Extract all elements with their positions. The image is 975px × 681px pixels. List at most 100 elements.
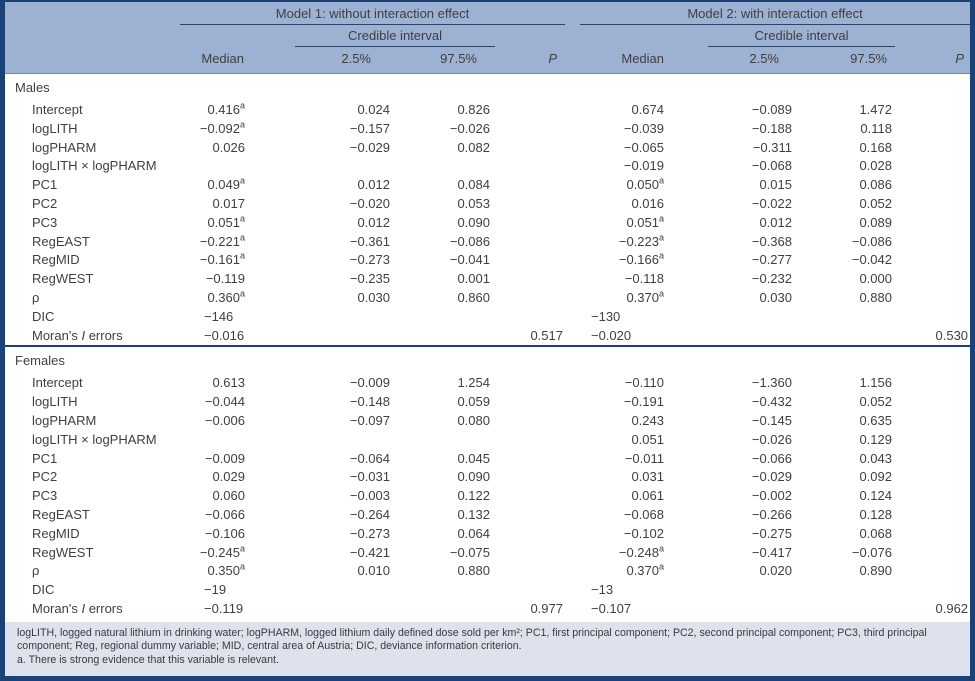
cell-m2-median: −0.102 <box>623 525 664 541</box>
cell-m1-lo: −0.361 <box>349 233 390 249</box>
cell-m2-p <box>895 468 970 487</box>
cell-m2-median: 0.061 <box>631 488 664 504</box>
cell-m2-p <box>895 101 970 120</box>
cell-m2-hi: 1.156 <box>859 375 892 391</box>
group-row-males: Males <box>5 74 970 102</box>
cell-m2-p <box>895 214 970 233</box>
credible-interval-row: Credible interval Credible interval <box>5 25 971 47</box>
credible-interval-header-m2: Credible interval <box>670 25 895 47</box>
param-label-cell: Moran's I errors <box>32 600 123 616</box>
cell-m2-median: −0.166a <box>618 251 664 268</box>
cell-m1-median: −0.066 <box>204 506 245 522</box>
param-label-cell: DIC <box>32 308 55 324</box>
cell-m2-lo: −0.002 <box>751 488 792 504</box>
cell-m1-hi: 0.090 <box>457 214 490 230</box>
cell-m2-hi: −0.042 <box>851 252 892 268</box>
cell-m2-lo <box>670 327 795 347</box>
cell-m1-median: −0.044 <box>204 394 245 410</box>
cell-m1-median: 0.060 <box>212 488 245 504</box>
cell-m2-lo: −0.275 <box>751 525 792 541</box>
cell-m1-p <box>495 393 565 412</box>
footnote-marker: a <box>239 119 245 130</box>
cell-m1-median <box>180 157 250 176</box>
param-row: logLITH −0.044 −0.148 0.059 −0.191 −0.432 0.05… <box>5 393 970 412</box>
cell-m2-hi: 0.118 <box>860 120 892 136</box>
footnote-marker: a <box>239 543 245 554</box>
model1-group-header: Model 1: without interaction effect <box>180 2 565 25</box>
column-header-p-m2: P <box>955 51 965 66</box>
cell-m1-hi <box>395 327 495 347</box>
footnote-marker: a <box>658 562 664 572</box>
cell-m1-hi: 0.132 <box>457 506 490 522</box>
footnote-marker: a <box>658 251 664 262</box>
model2-title: Model 2: with interaction effect <box>580 2 971 25</box>
cell-m1-hi: 0.080 <box>457 412 490 428</box>
cell-m1-lo: −0.064 <box>349 450 390 466</box>
column-header-row: Median 2.5% 97.5% P Median 2.5% 97.5% P <box>5 47 971 74</box>
cell-m1-hi <box>395 581 495 600</box>
cell-m1-median: −0.106 <box>204 525 245 541</box>
cell-m1-p <box>495 374 565 393</box>
cell-m2-p <box>895 506 970 525</box>
footnote-marker: a <box>658 213 664 224</box>
footnote-marker: a <box>658 543 664 554</box>
cell-m2-lo: −0.232 <box>751 271 792 287</box>
cell-m1-p <box>495 412 565 431</box>
param-row: logPHARM −0.006 −0.097 0.080 0.243 −0.145 0.63… <box>5 412 970 431</box>
header-spacer <box>895 25 970 47</box>
cell-m1-hi <box>395 157 495 176</box>
param-row: Intercept 0.416a 0.024 0.826 0.674 −0.089 1.47… <box>5 101 970 120</box>
param-label-cell: DIC <box>32 582 55 598</box>
cell-m2-hi <box>795 327 895 347</box>
cell-m2-hi: 1.472 <box>859 102 892 117</box>
cell-m1-lo: −0.157 <box>349 120 390 136</box>
param-row: PC3 0.051a 0.012 0.090 0.051a 0.012 0.089 <box>5 214 970 233</box>
cell-m2-hi: 0.028 <box>859 158 892 174</box>
cell-m2-hi: 0.089 <box>859 214 892 230</box>
footnote-marker: a <box>239 175 245 186</box>
cell-m1-hi: 0.860 <box>457 289 490 305</box>
cell-m1-median: 0.029 <box>212 469 245 485</box>
cell-m1-hi: 0.880 <box>457 563 490 579</box>
model2-group-header: Model 2: with interaction effect <box>565 2 971 25</box>
cell-m1-hi: 0.064 <box>457 525 490 541</box>
table-footnotes: logLITH, logged natural lithium in drink… <box>5 621 970 676</box>
cell-m1-hi: 0.122 <box>457 488 490 504</box>
group-label: Females <box>15 353 65 369</box>
cell-m1-p <box>495 176 565 195</box>
cell-m2-hi <box>795 581 895 600</box>
cell-m2-lo: −0.068 <box>751 158 792 174</box>
footnote-marker: a <box>239 232 245 243</box>
cell-m2-p <box>895 251 970 270</box>
cell-m1-median: −0.161a <box>199 251 245 268</box>
cell-m1-median: −0.092a <box>199 119 245 136</box>
cell-m2-p <box>895 450 970 469</box>
param-row: RegEAST −0.066 −0.264 0.132 −0.068 −0.266 0.12… <box>5 506 970 525</box>
cell-m1-p: 0.977 <box>530 600 563 616</box>
param-label-cell: PC2 <box>32 469 58 485</box>
group-label: Males <box>15 80 50 95</box>
param-label-cell: logLITH <box>32 120 78 136</box>
footnote-marker: a <box>239 288 245 299</box>
param-label-cell: PC3 <box>32 488 58 504</box>
param-row: RegMID −0.161a −0.273 −0.041 −0.166a −0.277 −0… <box>5 251 970 270</box>
param-row: PC3 0.060 −0.003 0.122 0.061 −0.002 0.124 <box>5 487 970 506</box>
cell-m2-median: 0.243 <box>631 412 664 428</box>
cell-m2-hi: 0.092 <box>859 469 892 485</box>
cell-m1-median: −0.119 <box>204 600 244 616</box>
cell-m2-median: 0.016 <box>631 195 664 211</box>
model-title-row: Model 1: without interaction effect Mode… <box>5 2 971 25</box>
param-row: RegWEST −0.119 −0.235 0.001 −0.118 −0.232 0.00… <box>5 270 970 289</box>
cell-m2-lo <box>670 581 795 600</box>
cell-m2-lo: 0.012 <box>759 214 792 230</box>
param-row: Intercept 0.613 −0.009 1.254 −0.110 −1.360 1.1… <box>5 374 970 393</box>
column-header-hi-m2: 97.5% <box>850 51 887 66</box>
cell-m1-hi <box>395 600 495 619</box>
cell-m1-median: 0.026 <box>212 139 245 155</box>
cell-m1-median: 0.613 <box>212 375 245 391</box>
cell-m2-p <box>895 139 970 158</box>
cell-m2-p: 0.530 <box>935 327 969 343</box>
cell-m1-lo: 0.024 <box>357 102 390 117</box>
cell-m2-p <box>895 233 970 252</box>
